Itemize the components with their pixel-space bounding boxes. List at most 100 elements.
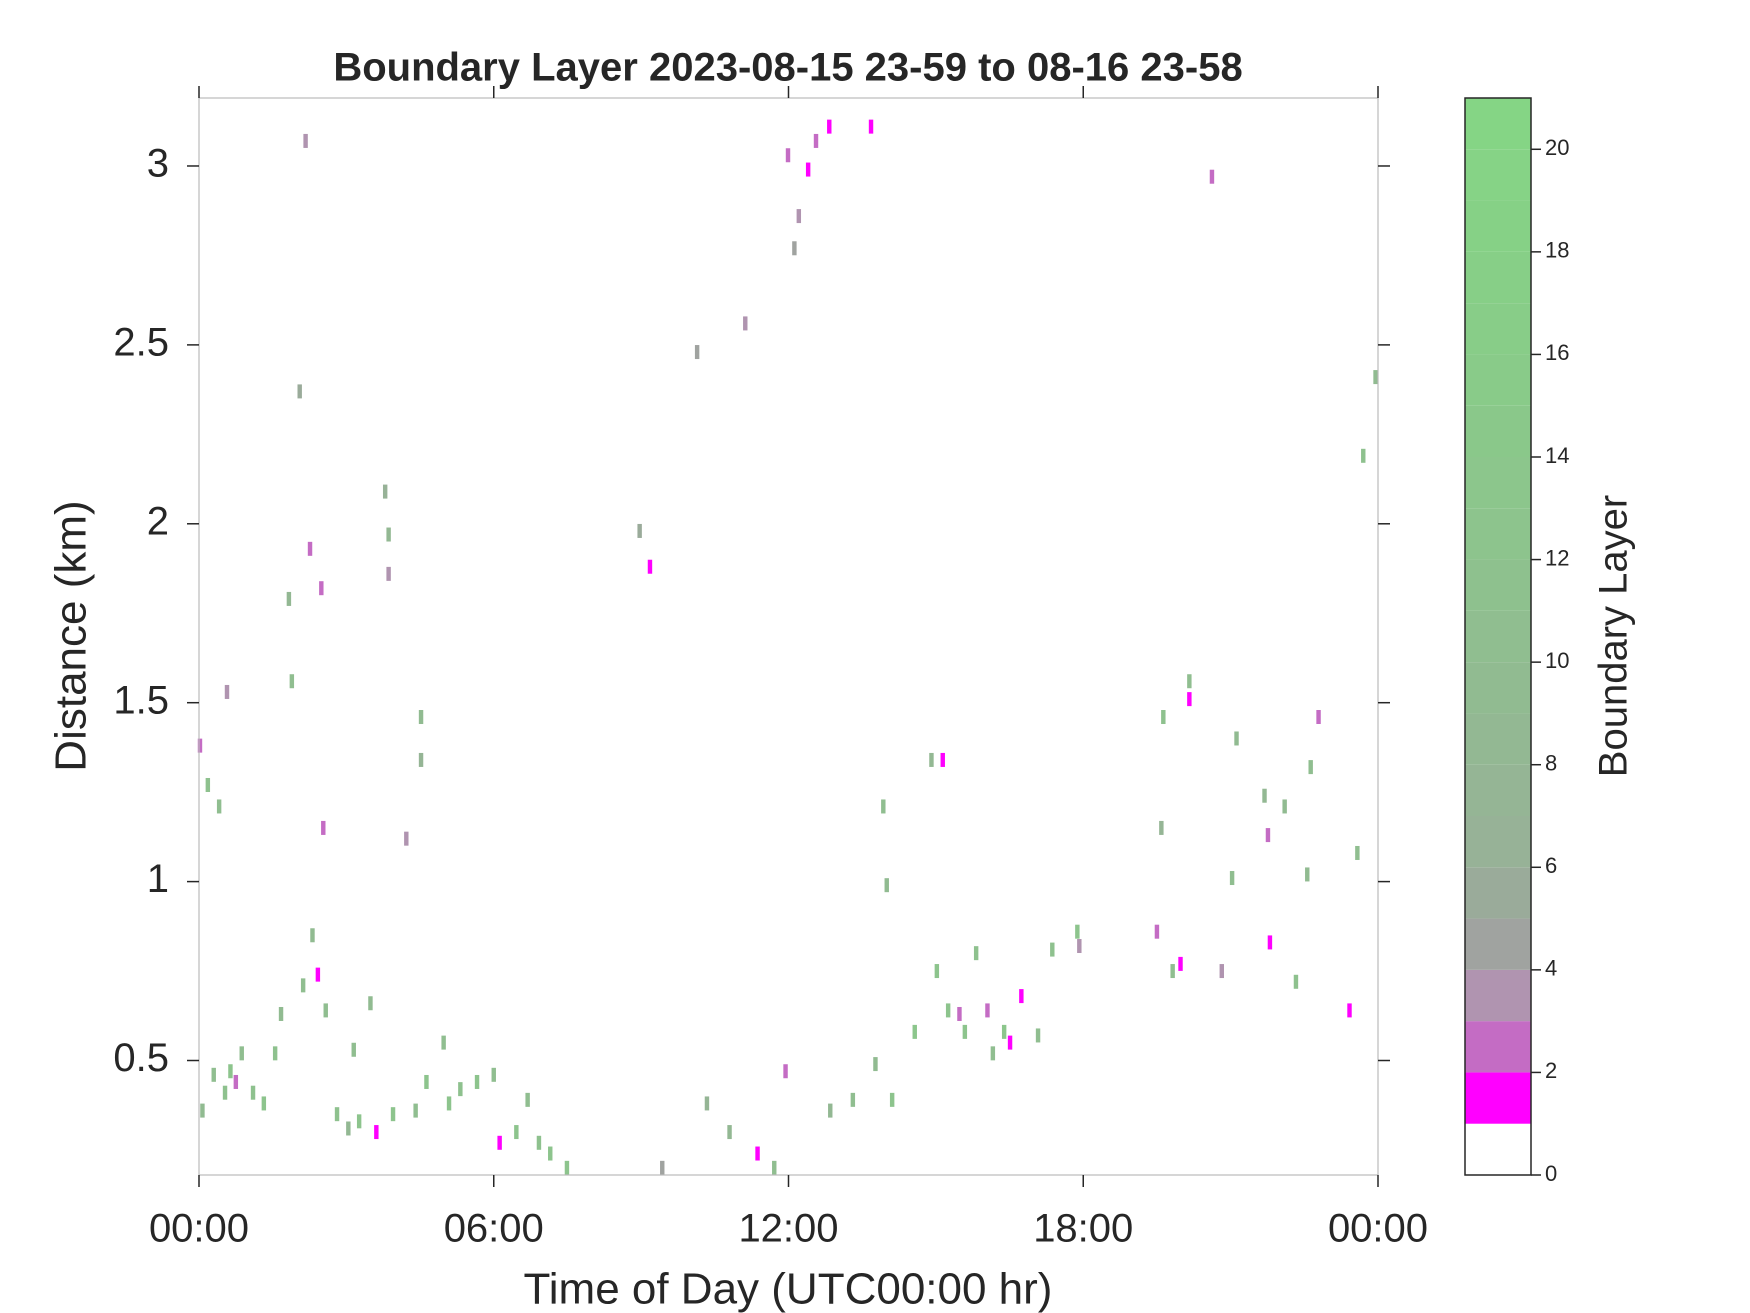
heat-cell [441, 1035, 446, 1050]
x-tick-label: 06:00 [444, 1207, 544, 1251]
x-tick-label: 00:00 [149, 1207, 249, 1251]
heat-cell [418, 752, 424, 767]
colorbar-band [1465, 200, 1531, 252]
heat-cell [850, 1092, 856, 1107]
x-tick-label: 18:00 [1033, 1207, 1133, 1251]
x-axis-label: Time of Day (UTC00:00 hr) [524, 1265, 1053, 1313]
y-axis-label: Distance (km) [47, 500, 96, 771]
heat-cell [228, 1064, 233, 1079]
heat-cell [303, 133, 308, 148]
colorbar-label: Boundary Layer [1592, 495, 1636, 777]
heat-cell [945, 1003, 951, 1018]
heat-cell [940, 752, 945, 767]
heat-cell [1161, 710, 1166, 725]
heat-cell [962, 1024, 968, 1039]
heat-cell [278, 1006, 284, 1021]
heat-cell [272, 1046, 278, 1061]
colorbar-band [1465, 457, 1531, 509]
heat-cell [785, 148, 791, 163]
heat-cell [319, 581, 324, 596]
heat-cell [386, 527, 391, 542]
heat-cell [197, 738, 203, 753]
colorbar-tick-label: 6 [1545, 853, 1557, 878]
heat-cell [827, 119, 832, 134]
heat-cell [390, 1107, 396, 1122]
heat-cell [297, 384, 302, 399]
colorbar-band [1465, 251, 1531, 304]
colorbar-frame [1464, 97, 1532, 1176]
colorbar-tick-label: 12 [1545, 545, 1569, 570]
heat-cell [1075, 924, 1080, 939]
heat-cell [1035, 1028, 1041, 1043]
heat-cell [1308, 760, 1313, 775]
heat-cell [1001, 1024, 1007, 1039]
heat-cell [424, 1074, 429, 1089]
x-tick-label: 12:00 [738, 1207, 838, 1251]
heat-cell [386, 566, 391, 581]
heat-cell [743, 316, 748, 331]
colorbar-band [1465, 764, 1531, 816]
heat-cell [1262, 788, 1267, 803]
heat-cell [525, 1092, 530, 1107]
heat-cell [310, 928, 315, 943]
heat-cell [1219, 964, 1224, 979]
heat-cell [205, 777, 211, 792]
heat-cell [727, 1125, 732, 1140]
y-tick-label: 1.5 [113, 678, 169, 722]
colorbar-tick-label: 14 [1545, 443, 1569, 468]
heat-cell [868, 119, 874, 134]
heat-cell [647, 559, 653, 574]
heat-cell [884, 878, 889, 893]
heat-cell [239, 1046, 244, 1061]
colorbar-band [1465, 98, 1531, 150]
heat-cell [497, 1135, 502, 1150]
heat-cell [1347, 1003, 1352, 1018]
heat-cell [985, 1003, 990, 1018]
heat-cell [224, 684, 230, 699]
heat-cell [286, 591, 292, 606]
heat-cell [1267, 935, 1273, 950]
heat-cell [889, 1092, 895, 1107]
y-tick-label: 1 [147, 857, 169, 901]
heat-cell [289, 674, 295, 689]
heat-cell [351, 1042, 356, 1057]
heat-cell [418, 710, 424, 725]
heat-cell [1154, 924, 1160, 939]
heat-cell [382, 484, 388, 499]
heat-cell [796, 209, 802, 224]
heat-cell [1305, 867, 1310, 882]
colorbar-band [1465, 867, 1531, 919]
colorbar-band [1465, 662, 1531, 714]
heat-cell [637, 523, 642, 538]
heat-cell [1293, 974, 1299, 989]
heat-cell [813, 133, 819, 148]
heat-cell [1209, 169, 1215, 184]
heat-cell [261, 1096, 267, 1111]
heat-cell [973, 946, 979, 961]
heat-cell [957, 1006, 962, 1021]
heat-cell [491, 1067, 496, 1082]
heat-cell [1077, 939, 1082, 954]
y-tick-label: 2 [147, 499, 169, 543]
colorbar-band [1465, 149, 1531, 201]
heat-cell [1282, 799, 1287, 814]
heat-cell [772, 1160, 777, 1175]
heat-cell [514, 1125, 519, 1140]
heat-cell [211, 1067, 216, 1082]
heat-cell [446, 1096, 452, 1111]
colorbar-band [1465, 405, 1531, 457]
colorbar-tick-label: 2 [1545, 1058, 1557, 1083]
y-tick-label: 3 [147, 142, 169, 186]
colorbar-tick-label: 16 [1545, 340, 1569, 365]
heat-cell [413, 1103, 418, 1118]
colorbar-tick-label: 10 [1545, 648, 1569, 673]
colorbar-tick-label: 18 [1545, 238, 1569, 263]
heat-cell [783, 1064, 788, 1079]
heat-cell [307, 541, 313, 556]
heat-cell [704, 1096, 710, 1111]
heat-cell [356, 1114, 362, 1129]
y-tick-label: 2.5 [113, 320, 169, 364]
heat-cell [873, 1057, 878, 1072]
